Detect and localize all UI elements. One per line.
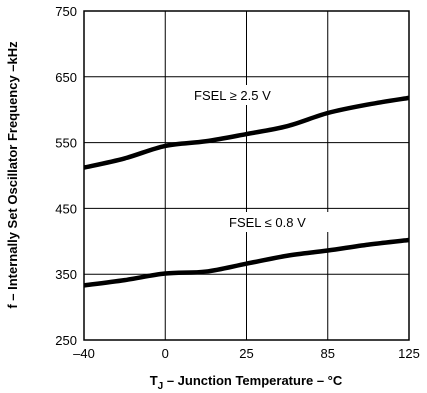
x-tick-label: –40 bbox=[73, 346, 95, 361]
x-tick-label: 25 bbox=[239, 346, 253, 361]
x-axis-title: TJ – Junction Temperature – °C bbox=[150, 373, 343, 392]
y-tick-label: 650 bbox=[55, 70, 77, 85]
series-label-fsel-low: FSEL ≤ 0.8 V bbox=[229, 215, 306, 230]
plot-frame bbox=[83, 10, 410, 341]
series-line-0 bbox=[83, 95, 410, 170]
series-label-fsel-high: FSEL ≥ 2.5 V bbox=[194, 88, 271, 103]
x-tick-labels: –40 0 25 85 125 bbox=[73, 346, 420, 361]
x-tick-label: 0 bbox=[162, 346, 169, 361]
y-tick-label: 450 bbox=[55, 201, 77, 216]
y-tick-label: 750 bbox=[55, 4, 77, 19]
series-group bbox=[83, 95, 410, 288]
y-tick-labels: 250 350 450 550 650 750 bbox=[55, 4, 77, 348]
x-tick-label: 85 bbox=[321, 346, 335, 361]
y-tick-label: 350 bbox=[55, 267, 77, 282]
annotation-bg-upper bbox=[191, 85, 309, 105]
series-line-1 bbox=[83, 237, 410, 288]
annotation-bg-lower bbox=[226, 212, 330, 232]
grid-lines bbox=[84, 11, 409, 340]
y-axis-title: f – Internally Set Oscillator Frequency … bbox=[5, 41, 20, 309]
y-tick-label: 250 bbox=[55, 333, 77, 348]
x-tick-label: 125 bbox=[398, 346, 420, 361]
y-tick-label: 550 bbox=[55, 136, 77, 151]
